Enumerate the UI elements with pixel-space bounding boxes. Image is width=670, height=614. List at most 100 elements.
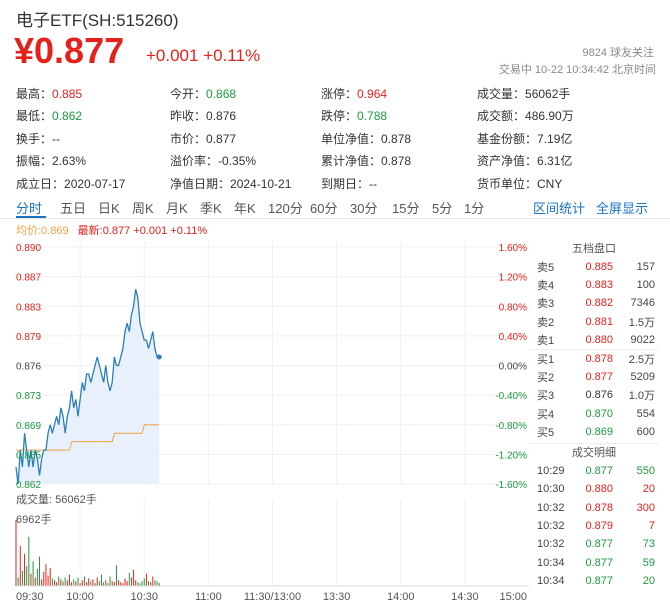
stat-value: 2.63% — [52, 154, 87, 169]
tab-3[interactable]: 周K — [132, 201, 154, 216]
bid-row: 买1 0.878 2.5万 — [529, 350, 659, 368]
price-tick-label: 0.879 — [16, 332, 41, 343]
volume-bar — [36, 568, 38, 586]
volume-bar — [88, 578, 90, 586]
trade-vol: 20 — [642, 574, 655, 587]
volume-bar — [81, 580, 83, 586]
tab-12[interactable]: 1分 — [464, 201, 485, 216]
stat-value: -- — [369, 176, 378, 191]
book-label: 买5 — [537, 426, 555, 439]
intraday-chart[interactable]: 0.890 0.887 0.883 0.879 0.876 0.873 0.869 0.865… — [0, 236, 670, 614]
price-tick-label: 0.869 — [16, 421, 41, 432]
book-price: 0.882 — [585, 297, 613, 310]
volume-bar — [158, 583, 160, 586]
trade-price: 0.879 — [585, 519, 613, 532]
trade-vol: 73 — [642, 538, 655, 551]
volume-bar — [79, 583, 81, 586]
trade-price: 0.877 — [585, 556, 613, 569]
volume-bar — [135, 580, 137, 586]
volume-bar — [145, 573, 147, 586]
tab-5[interactable]: 季K — [200, 201, 222, 216]
bid-row: 买3 0.876 1.0万 — [529, 386, 659, 404]
book-label: 买4 — [537, 408, 555, 421]
stat-item: 到期日：-- — [321, 175, 477, 192]
stat-label: 涨停： — [321, 86, 358, 101]
stat-value: -0.35% — [218, 154, 257, 169]
trade-time: 10:34 — [537, 556, 565, 569]
volume-bar — [41, 579, 43, 586]
followers-count[interactable]: 9824 球友关注 — [582, 47, 654, 59]
trade-price: 0.880 — [585, 483, 613, 496]
book-label: 卖3 — [537, 298, 555, 311]
tab-1[interactable]: 五日 — [60, 201, 87, 216]
ask-row: 卖2 0.881 1.5万 — [529, 313, 659, 331]
order-book-title: 五档盘口 — [572, 243, 616, 255]
tab-9[interactable]: 30分 — [350, 201, 378, 216]
price-tick-label: 0.883 — [16, 302, 41, 313]
time-label: 14:30 — [451, 591, 479, 603]
volume-bar — [148, 581, 150, 586]
fullscreen-button[interactable]: 全屏显示 — [596, 201, 649, 216]
trade-vol: 59 — [642, 556, 655, 569]
volume-bar — [73, 579, 75, 586]
trades-title: 成交明细 — [529, 442, 659, 462]
stat-value: 7.19亿 — [537, 131, 573, 146]
stat-label: 换手： — [16, 131, 53, 146]
volume-bar — [39, 556, 41, 586]
stat-item: 昨收：0.876 — [170, 107, 321, 124]
stat-value: 0.885 — [52, 86, 83, 101]
volume-bar — [111, 581, 113, 586]
volume-bar — [107, 583, 109, 586]
volume-bar — [98, 581, 100, 586]
volume-bar — [56, 582, 58, 586]
trading-status: 交易中 10-22 10:34:42 北京时间 — [498, 64, 656, 76]
trade-time: 10:32 — [537, 538, 565, 551]
tab-11[interactable]: 5分 — [432, 201, 453, 216]
stat-value: 486.90万 — [525, 109, 574, 124]
trade-time: 10:30 — [537, 483, 565, 496]
tab-0[interactable]: 分时 — [16, 201, 43, 216]
volume-bar — [49, 567, 51, 586]
stat-value: CNY — [537, 176, 563, 191]
volume-bar — [19, 546, 21, 586]
stat-value: 0.876 — [206, 109, 237, 124]
stats-row: 成立日：2020-07-17 净值日期：2024-10-21 到期日：-- 货币单位：… — [16, 172, 656, 195]
stat-value: 0.964 — [357, 86, 388, 101]
trade-row: 10:34 0.877 59 — [529, 553, 659, 571]
book-vol: 5209 — [630, 371, 655, 384]
trade-time: 10:32 — [537, 501, 565, 514]
volume-bar — [109, 576, 111, 586]
volume-bar — [154, 580, 156, 586]
volume-bar — [130, 577, 132, 586]
stat-item: 单位净值：0.878 — [321, 130, 477, 147]
volume-bar — [77, 577, 79, 586]
volume-bar — [75, 581, 77, 586]
volume-bar — [156, 581, 158, 586]
stat-label: 跌停： — [321, 109, 358, 124]
pct-tick-label: 0.80% — [499, 302, 527, 313]
volume-bar — [118, 580, 120, 586]
tab-8[interactable]: 60分 — [310, 201, 338, 216]
book-vol: 157 — [636, 261, 655, 274]
tab-4[interactable]: 月K — [166, 201, 188, 216]
last-price-dot — [156, 354, 162, 360]
volume-bar — [60, 579, 62, 586]
price-change: +0.001 +0.11% — [146, 46, 261, 65]
stat-item: 成交额：486.90万 — [477, 107, 656, 124]
tab-10[interactable]: 15分 — [392, 201, 420, 216]
tab-7[interactable]: 120分 — [268, 201, 303, 216]
volume-bar — [32, 561, 34, 586]
interval-stats-button[interactable]: 区间统计 — [533, 201, 586, 216]
tab-2[interactable]: 日K — [98, 201, 120, 216]
book-vol: 1.0万 — [628, 390, 655, 403]
book-price: 0.881 — [585, 315, 613, 328]
stat-label: 单位净值： — [321, 131, 382, 146]
book-price: 0.880 — [585, 333, 613, 346]
stat-value: 0.868 — [206, 86, 237, 101]
volume-bar — [86, 582, 88, 586]
book-vol: 554 — [636, 407, 655, 420]
volume-bar — [21, 570, 23, 586]
volume-bar — [43, 571, 45, 586]
pct-tick-label: 0.00% — [499, 362, 527, 373]
tab-6[interactable]: 年K — [234, 201, 256, 216]
